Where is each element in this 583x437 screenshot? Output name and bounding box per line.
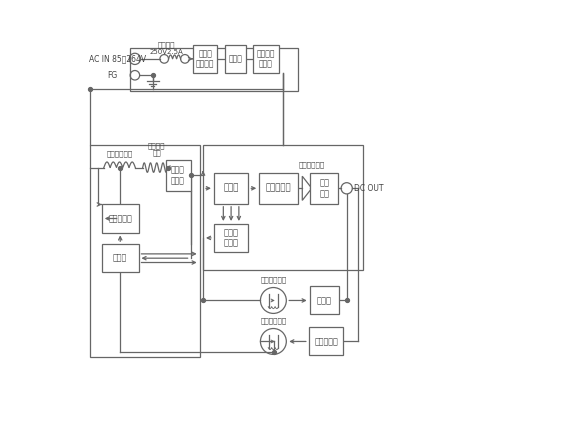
- FancyBboxPatch shape: [214, 224, 248, 252]
- Text: 昇圧チョーク: 昇圧チョーク: [107, 150, 134, 157]
- Text: 整　流
平　滑: 整 流 平 滑: [171, 166, 185, 185]
- Text: AC IN 85～264V: AC IN 85～264V: [89, 54, 146, 63]
- Text: 突入電流
防　止: 突入電流 防 止: [257, 49, 275, 69]
- Text: 整　流: 整 流: [229, 54, 243, 63]
- Text: 電流検出
抵抗: 電流検出 抵抗: [148, 142, 166, 156]
- Text: フォトカプラ: フォトカプラ: [260, 318, 286, 324]
- FancyBboxPatch shape: [129, 48, 298, 91]
- Text: 制　御: 制 御: [113, 254, 127, 263]
- FancyBboxPatch shape: [224, 45, 246, 73]
- Text: DC OUT: DC OUT: [354, 184, 384, 193]
- Text: 制　御: 制 御: [317, 296, 332, 305]
- Text: ノイズ
フィルタ: ノイズ フィルタ: [196, 49, 215, 69]
- Text: 制　御: 制 御: [223, 184, 239, 193]
- Text: 過電圧保護: 過電圧保護: [314, 337, 338, 346]
- Text: 250V2.5A: 250V2.5A: [149, 49, 183, 55]
- FancyBboxPatch shape: [166, 160, 191, 191]
- Text: ヒューズ: ヒューズ: [157, 42, 175, 48]
- FancyBboxPatch shape: [203, 145, 363, 270]
- FancyBboxPatch shape: [310, 286, 339, 315]
- FancyBboxPatch shape: [194, 45, 217, 73]
- FancyBboxPatch shape: [310, 173, 338, 204]
- FancyBboxPatch shape: [102, 205, 139, 232]
- FancyBboxPatch shape: [253, 45, 279, 73]
- Text: インバータ: インバータ: [266, 184, 292, 193]
- FancyBboxPatch shape: [102, 244, 139, 272]
- FancyBboxPatch shape: [214, 173, 248, 204]
- FancyBboxPatch shape: [309, 327, 343, 355]
- FancyBboxPatch shape: [90, 145, 199, 357]
- Text: FG: FG: [107, 71, 118, 80]
- FancyBboxPatch shape: [259, 173, 298, 204]
- Text: 整流
平滑: 整流 平滑: [319, 179, 329, 198]
- Text: 電　流
検　出: 電 流 検 出: [224, 228, 238, 248]
- Text: インバータ: インバータ: [108, 214, 132, 223]
- Text: 出力トランス: 出力トランス: [298, 162, 325, 168]
- Text: フォトカプラ: フォトカプラ: [260, 277, 286, 283]
